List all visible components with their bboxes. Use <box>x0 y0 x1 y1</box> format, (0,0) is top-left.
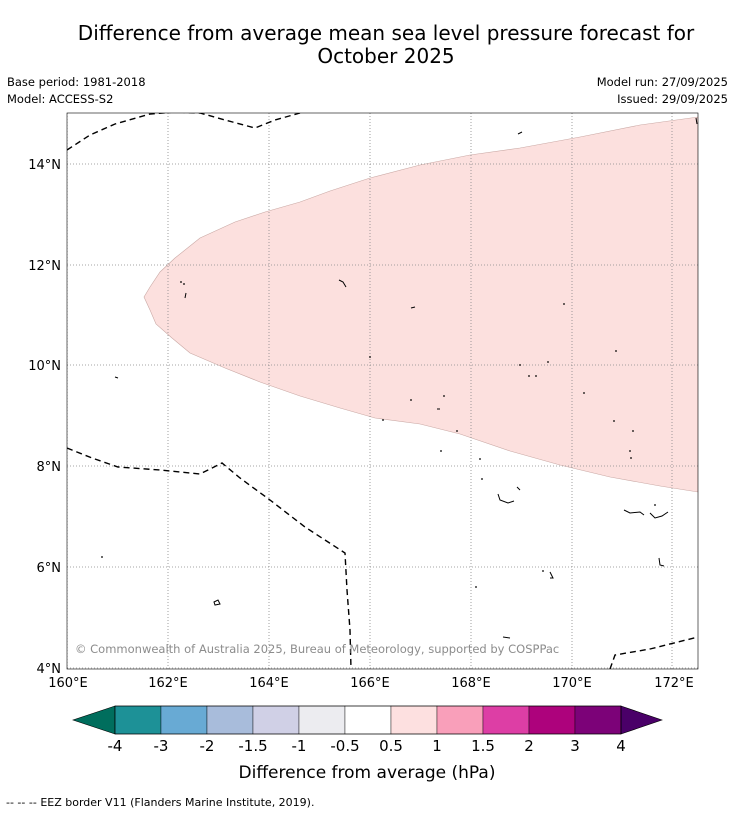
colorbar-segment <box>390 705 438 735</box>
colorbar-tick: -1.5 <box>238 737 267 755</box>
colorbar-tick: 3 <box>570 737 580 755</box>
lon-label: 160°E <box>48 676 88 691</box>
lon-label: 170°E <box>552 676 592 691</box>
colorbar-segment <box>528 705 576 735</box>
lon-label: 168°E <box>451 676 491 691</box>
colorbar-tick: -3 <box>154 737 169 755</box>
colorbar-tick: 4 <box>616 737 626 755</box>
meta-left: Base period: 1981-2018 Model: ACCESS-S2 <box>7 74 146 108</box>
colorbar-label: Difference from average (hPa) <box>239 763 496 783</box>
colorbar-frame <box>114 705 622 735</box>
positive-anomaly-region <box>143 116 698 493</box>
map-frame <box>66 112 699 670</box>
colorbar-segment <box>160 705 208 735</box>
colorbar-tick: 0.5 <box>379 737 403 755</box>
title-line-2: October 2025 <box>317 44 455 68</box>
colorbar: -4 -3 -2 -1.5 -1 -0.5 0.5 1 1.5 2 3 4 Di… <box>72 705 663 783</box>
eez-borders <box>67 113 698 669</box>
colorbar-segment <box>344 705 392 735</box>
model-run: Model run: 27/09/2025 <box>596 75 728 89</box>
colorbar-segment <box>252 705 300 735</box>
atoll-dots <box>101 281 656 588</box>
colorbar-segment <box>298 705 346 735</box>
lat-label: 6°N <box>37 561 62 576</box>
map-area <box>67 113 698 669</box>
eez-line-symbol: -- -- -- <box>6 796 37 809</box>
lat-label: 4°N <box>37 662 62 677</box>
colorbar-tick: 1.5 <box>471 737 495 755</box>
graticule <box>67 113 698 669</box>
colorbar-tick: 1 <box>432 737 442 755</box>
title-line-1: Difference from average mean sea level p… <box>77 21 695 45</box>
lat-label: 8°N <box>37 460 62 475</box>
lat-label: 14°N <box>28 158 61 173</box>
colorbar-tick: -4 <box>108 737 123 755</box>
colorbar-segment <box>482 705 530 735</box>
eez-legend-text: EEZ border V11 (Flanders Marine Institut… <box>40 796 315 809</box>
eez-legend: -- -- -- EEZ border V11 (Flanders Marine… <box>6 796 314 809</box>
colorbar-tick: -2 <box>200 737 215 755</box>
base-period: Base period: 1981-2018 <box>7 75 146 89</box>
colorbar-segment <box>206 705 254 735</box>
meta-right: Model run: 27/09/2025 Issued: 29/09/2025 <box>597 74 728 108</box>
colorbar-extend-low <box>72 705 116 735</box>
colorbar-tick: -0.5 <box>330 737 359 755</box>
lon-label: 162°E <box>148 676 188 691</box>
colorbar-extend-high <box>620 705 663 735</box>
lat-label: 12°N <box>28 259 61 274</box>
lat-label: 10°N <box>28 359 61 374</box>
issued-date: Issued: 29/09/2025 <box>617 92 728 106</box>
colorbar-tick: 2 <box>524 737 534 755</box>
copyright-notice: © Commonwealth of Australia 2025, Bureau… <box>75 642 559 656</box>
colorbar-segment <box>114 705 162 735</box>
lon-label: 172°E <box>654 676 694 691</box>
lon-label: 166°E <box>350 676 390 691</box>
colorbar-tick: -1 <box>292 737 307 755</box>
chart-title: Difference from average mean sea level p… <box>0 22 736 68</box>
colorbar-segment <box>574 705 622 735</box>
colorbar-segment <box>436 705 484 735</box>
model-name: Model: ACCESS-S2 <box>7 92 114 106</box>
lon-label: 164°E <box>249 676 289 691</box>
islands <box>114 117 698 639</box>
